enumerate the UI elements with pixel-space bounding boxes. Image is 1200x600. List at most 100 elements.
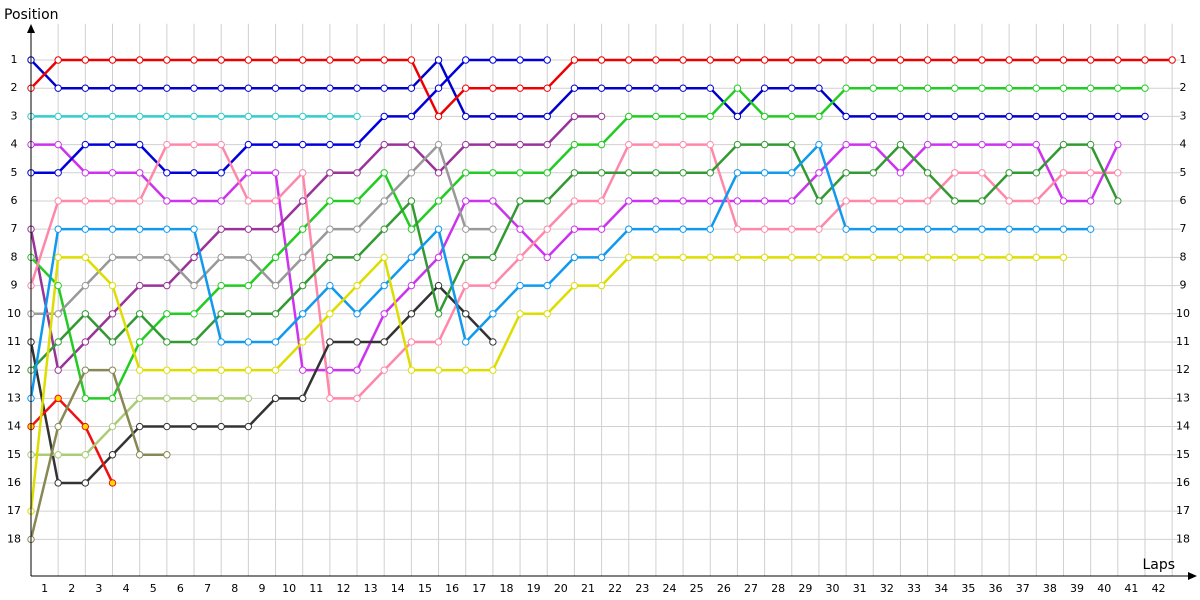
- point: [299, 169, 307, 177]
- point: [135, 310, 144, 318]
- point: [163, 281, 171, 290]
- point: [733, 169, 742, 177]
- point: [217, 253, 225, 262]
- point: [163, 56, 171, 64]
- point: [380, 197, 388, 205]
- point: [244, 253, 253, 262]
- point: [271, 253, 280, 262]
- y-tick-label: 18: [7, 532, 21, 545]
- point: [788, 84, 796, 92]
- point: [516, 197, 524, 205]
- point: [652, 169, 660, 177]
- x-tick-label: 11: [309, 582, 323, 595]
- point: [1086, 169, 1095, 177]
- point: [81, 338, 90, 346]
- y-tick-label-right: 11: [1176, 335, 1190, 348]
- point: [190, 140, 198, 149]
- point: [299, 253, 307, 262]
- point: [380, 140, 388, 149]
- point: [271, 56, 280, 64]
- point: [652, 253, 660, 262]
- point: [923, 197, 932, 205]
- point: [869, 84, 877, 92]
- point: [733, 112, 742, 121]
- x-tick-label: 7: [204, 582, 211, 595]
- x-tick-label: 17: [472, 582, 486, 595]
- x-tick-label: 36: [989, 582, 1003, 595]
- series-line: [29, 115, 602, 372]
- y-tick-label-right: 10: [1176, 307, 1190, 320]
- point: [326, 394, 334, 403]
- point: [434, 366, 443, 374]
- point: [652, 84, 660, 92]
- point: [54, 281, 62, 290]
- point: [679, 140, 687, 149]
- point: [788, 56, 796, 64]
- point: [54, 451, 62, 459]
- point: [108, 253, 117, 262]
- point: [190, 84, 198, 92]
- point: [842, 112, 850, 121]
- x-tick-label: 42: [1152, 582, 1166, 595]
- point: [54, 366, 62, 374]
- point: [788, 197, 796, 205]
- point: [271, 169, 280, 177]
- point: [570, 225, 579, 233]
- y-tick-label: 17: [7, 504, 21, 517]
- point: [760, 112, 769, 121]
- point: [244, 422, 253, 431]
- point: [407, 338, 416, 346]
- point: [625, 56, 633, 64]
- y-tick-label: 12: [7, 363, 21, 376]
- point: [81, 197, 90, 205]
- point: [244, 225, 253, 233]
- point: [489, 56, 497, 64]
- point: [135, 281, 144, 290]
- point: [625, 197, 633, 205]
- point: [380, 112, 388, 121]
- point: [108, 84, 117, 92]
- point: [244, 84, 253, 92]
- point: [163, 197, 171, 205]
- point: [353, 366, 361, 374]
- y-tick-label: 3: [11, 109, 18, 122]
- point: [434, 112, 443, 121]
- point: [135, 338, 144, 346]
- point: [869, 169, 877, 177]
- x-tick-label: 1: [41, 582, 48, 595]
- x-tick-label: 3: [95, 582, 102, 595]
- point: [679, 225, 687, 233]
- y-tick-label: 16: [7, 476, 21, 489]
- point: [760, 225, 769, 233]
- point: [842, 197, 850, 205]
- point: [108, 169, 117, 177]
- point: [706, 197, 714, 205]
- x-tick-label: 6: [177, 582, 184, 595]
- point: [407, 366, 416, 374]
- point: [679, 169, 687, 177]
- point: [815, 225, 823, 233]
- point: [108, 310, 117, 318]
- point: [135, 169, 144, 177]
- point: [1168, 56, 1176, 64]
- point: [923, 84, 932, 92]
- point: [951, 140, 959, 149]
- y-tick-label-right: 15: [1176, 448, 1190, 461]
- point: [1114, 169, 1122, 177]
- x-tick-label: 12: [336, 582, 350, 595]
- point: [1032, 140, 1040, 149]
- series-line: [29, 284, 494, 485]
- point: [570, 281, 579, 290]
- point: [217, 84, 225, 92]
- point: [108, 56, 117, 64]
- point: [788, 253, 796, 262]
- y-tick-label-right: 8: [1180, 250, 1187, 263]
- point: [108, 140, 117, 149]
- point: [543, 281, 551, 290]
- point: [788, 169, 796, 177]
- point: [923, 112, 932, 121]
- y-tick-label: 15: [7, 448, 21, 461]
- y-tick-label: 4: [11, 138, 18, 151]
- point: [570, 253, 579, 262]
